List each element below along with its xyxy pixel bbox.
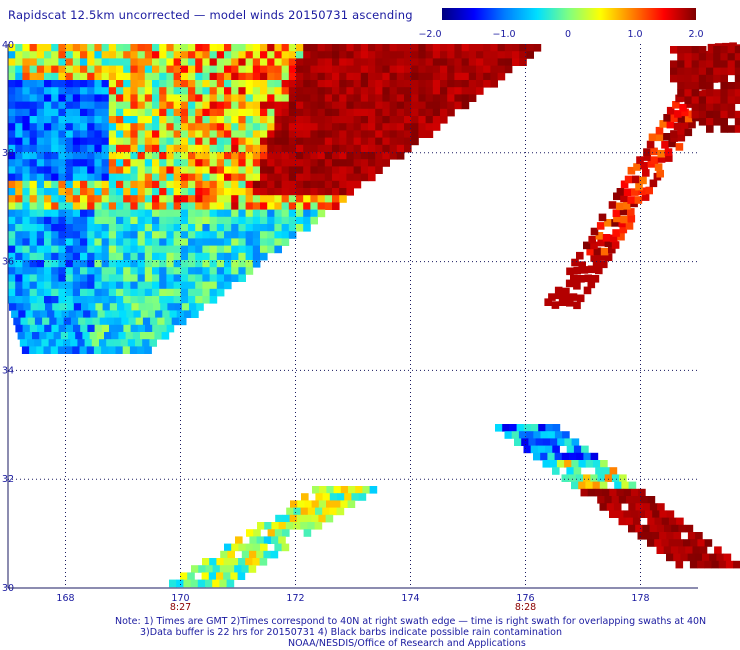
lon-tick-label: 168 — [56, 593, 74, 604]
colorbar-label-neg1: −1.0 — [492, 29, 516, 40]
map-title: Rapidscat 12.5km uncorrected — model win… — [8, 8, 413, 22]
note-line-2: 3)Data buffer is 22 hrs for 20150731 4) … — [140, 627, 562, 638]
lon-tick-label: 178 — [631, 593, 649, 604]
note-line-1: Note: 1) Times are GMT 2)Times correspon… — [115, 616, 707, 627]
colorbar-gradient — [442, 8, 696, 20]
lon-tick-label: 172 — [286, 593, 304, 604]
swath-time-label: 8:27 — [170, 602, 191, 613]
colorbar-label-min: −2.0 — [418, 29, 442, 40]
swath-time-label: 8:28 — [515, 602, 536, 613]
colorbar-label-zero: 0 — [564, 29, 572, 40]
colorbar: −2.0 −1.0 0 1.0 2.0 — [418, 8, 704, 40]
map-axes: 3032343638401681701721741761788:278:28 — [2, 40, 698, 613]
colorbar-label-pos1: 1.0 — [627, 29, 643, 40]
lon-tick-label: 174 — [401, 593, 419, 604]
lon-tick-label: 170 — [171, 593, 189, 604]
swath-cells — [8, 42, 740, 588]
note-line-3: NOAA/NESDIS/Office of Research and Appli… — [288, 638, 526, 649]
map-gridlines — [8, 44, 698, 588]
colorbar-label-max: 2.0 — [688, 29, 704, 40]
lon-tick-label: 176 — [516, 593, 534, 604]
